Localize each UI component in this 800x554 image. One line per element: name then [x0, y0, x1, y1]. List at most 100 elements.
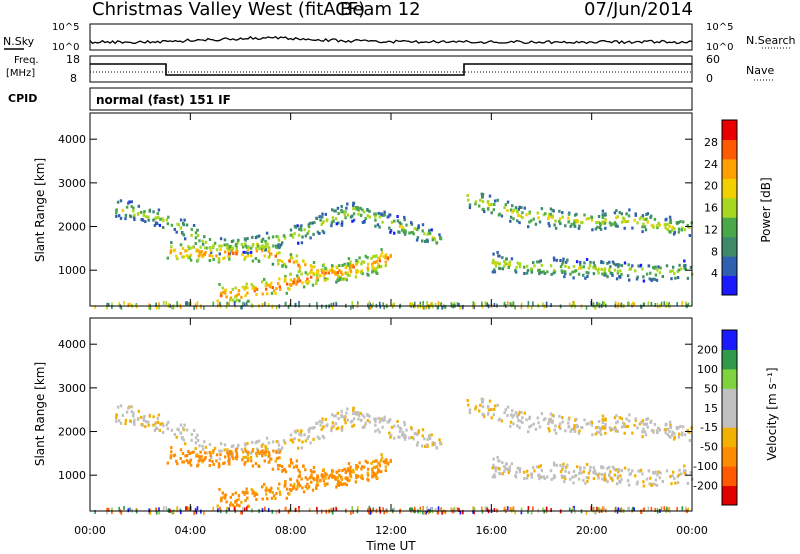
echo-cell-evening-low-echo — [579, 468, 582, 472]
echo-cell-evening-F-region — [504, 408, 507, 412]
ground-scatter-cell — [409, 507, 411, 512]
echo-cell-near-range-echo — [324, 266, 327, 270]
echo-cell-F-region-echo — [230, 445, 234, 448]
echo-cell-low-range-echo — [227, 249, 230, 253]
echo-cell-F-region-echo — [243, 442, 247, 446]
ground-scatter-cell — [148, 303, 150, 308]
echo-cell-low-range-echo — [331, 270, 334, 274]
ground-scatter-cell — [668, 506, 671, 511]
echo-cell-evening-F-region — [677, 221, 680, 225]
echo-cell-F-region-echo — [243, 242, 247, 246]
echo-cell-near-range-echo — [265, 492, 268, 496]
echo-cell-near-range-echo — [345, 272, 348, 276]
echo-cell-low-range-echo — [330, 472, 333, 476]
echo-cell-evening-F-region — [528, 417, 531, 421]
echo-cell-evening-low-echo — [494, 469, 498, 473]
echo-cell-low-range-echo — [322, 274, 325, 277]
echo-cell-F-region-echo — [152, 218, 155, 222]
ground-scatter-cell — [503, 506, 506, 511]
echo-cell-evening-low-echo — [578, 471, 581, 475]
echo-cell-evening-F-region — [503, 206, 506, 210]
ground-scatter-cell — [423, 510, 425, 515]
echo-cell-F-region-echo — [130, 200, 133, 204]
echo-cell-evening-low-echo — [501, 461, 504, 465]
echo-cell-low-range-echo — [211, 245, 214, 249]
echo-cell-F-region-echo — [336, 411, 340, 415]
echo-cell-F-region-echo — [396, 420, 399, 423]
echo-cell-evening-F-region — [498, 212, 502, 216]
echo-cell-evening-low-echo — [560, 474, 563, 478]
echo-cell-near-range-echo — [240, 295, 243, 299]
echo-cell-evening-F-region — [646, 425, 649, 429]
nave-tick-bottom: 0 — [706, 72, 713, 85]
echo-cell-evening-low-echo — [689, 470, 693, 474]
echo-cell-F-region-echo — [351, 419, 354, 423]
echo-cell-evening-low-echo — [686, 276, 690, 280]
echo-cell-F-region-echo — [170, 428, 174, 432]
echo-cell-evening-low-echo — [648, 482, 651, 486]
ground-scatter-cell — [196, 301, 199, 306]
echo-cell-evening-low-echo — [626, 479, 630, 483]
echo-cell-near-range-echo — [341, 477, 344, 481]
echo-cell-evening-F-region — [521, 416, 524, 420]
echo-cell-low-range-echo — [208, 259, 211, 262]
colorbar-tick-label: 24 — [704, 158, 718, 171]
echo-cell-near-range-echo — [366, 268, 370, 272]
echo-cell-evening-low-echo — [677, 473, 681, 477]
ground-scatter-cell — [486, 302, 489, 307]
echo-cell-evening-F-region — [650, 429, 654, 432]
echo-cell-evening-F-region — [625, 417, 628, 421]
echo-cell-F-region-echo — [389, 435, 392, 439]
echo-cell-F-region-echo — [417, 429, 420, 433]
ground-scatter-cell — [382, 302, 384, 307]
echo-cell-evening-F-region — [500, 214, 504, 218]
beam-label: Beam 12 — [340, 0, 421, 20]
echo-cell-evening-F-region — [664, 431, 667, 435]
echo-cell-low-range-echo — [189, 253, 193, 257]
ground-scatter-cell — [171, 510, 173, 515]
ground-scatter-cell — [617, 302, 620, 307]
echo-cell-evening-F-region — [561, 215, 564, 219]
echo-cell-low-range-echo — [204, 456, 207, 459]
echo-cell-F-region-echo — [301, 440, 304, 444]
echo-cell-near-range-echo — [265, 486, 268, 490]
echo-cell-F-region-echo — [360, 213, 363, 217]
power-colorbar-label: Power [dB] — [759, 177, 773, 242]
echo-cell-evening-F-region — [573, 222, 576, 226]
echo-cell-near-range-echo — [361, 477, 364, 481]
echo-cell-F-region-echo — [309, 236, 312, 240]
time-tick-label: 04:00 — [174, 524, 206, 537]
echo-cell-near-range-echo — [289, 477, 292, 481]
echo-cell-evening-low-echo — [518, 265, 522, 269]
echo-cell-F-region-echo — [361, 425, 365, 429]
echo-cell-near-range-echo — [283, 484, 286, 488]
echo-cell-F-region-echo — [374, 429, 377, 433]
echo-cell-F-region-echo — [208, 443, 212, 446]
ground-scatter-cell — [681, 506, 684, 511]
echo-cell-F-region-echo — [137, 204, 140, 208]
echo-cell-evening-low-echo — [530, 270, 533, 274]
echo-cell-F-region-echo — [255, 440, 259, 444]
echo-cell-near-range-echo — [284, 276, 287, 280]
ground-scatter-cell — [332, 507, 335, 512]
echo-cell-low-range-echo — [235, 247, 238, 251]
echo-cell-evening-F-region — [492, 413, 495, 417]
echo-cell-F-region-echo — [331, 208, 334, 212]
echo-cell-low-range-echo — [297, 263, 300, 267]
ground-scatter-cell — [118, 301, 120, 306]
ground-scatter-cell — [200, 509, 202, 514]
echo-cell-low-range-echo — [198, 250, 201, 254]
echo-cell-near-range-echo — [384, 256, 387, 260]
echo-cell-F-region-echo — [312, 232, 315, 236]
echo-cell-evening-low-echo — [592, 261, 595, 265]
echo-cell-low-range-echo — [169, 249, 173, 253]
ground-scatter-cell — [242, 506, 244, 511]
echo-cell-F-region-echo — [192, 429, 196, 432]
echo-cell-low-range-echo — [244, 244, 248, 248]
echo-cell-near-range-echo — [246, 286, 249, 290]
echo-cell-near-range-echo — [357, 474, 360, 478]
echo-cell-evening-low-echo — [629, 267, 632, 271]
echo-cell-evening-F-region — [620, 212, 624, 216]
freq-trace — [90, 63, 692, 76]
ground-scatter-cell — [228, 507, 230, 512]
